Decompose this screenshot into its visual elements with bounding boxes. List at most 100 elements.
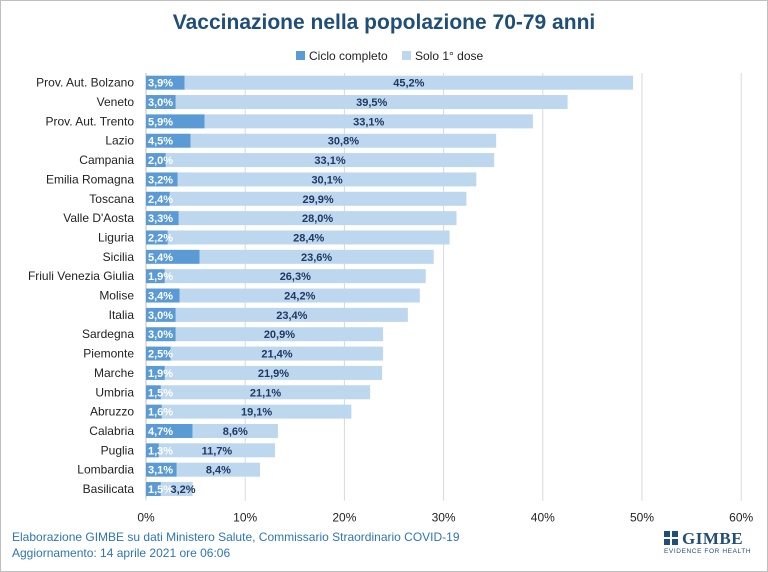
value-label-solo-prima-dose: 11,7% <box>202 445 233 457</box>
bar-solo-prima-dose <box>170 346 384 361</box>
category-label: Sardegna <box>82 327 134 341</box>
x-tick-label: 40% <box>531 511 555 525</box>
value-label-ciclo-completo: 3,4% <box>148 291 173 303</box>
value-label-ciclo-completo: 3,3% <box>148 213 173 225</box>
logo-name: GIMBE <box>682 529 744 548</box>
category-label: Liguria <box>98 230 134 244</box>
value-label-ciclo-completo: 3,1% <box>148 465 173 477</box>
bar-solo-prima-dose <box>184 75 634 90</box>
value-label-ciclo-completo: 3,0% <box>148 329 173 341</box>
bar-row-lombardia: Lombardia 3,1% 8,4% <box>77 462 261 477</box>
bar-ciclo-completo <box>146 482 161 497</box>
bar-solo-prima-dose <box>190 133 497 148</box>
value-label-ciclo-completo: 3,0% <box>148 310 173 322</box>
category-label: Lazio <box>105 134 134 148</box>
x-tick-label: 0% <box>137 511 155 525</box>
category-label: Umbria <box>95 385 134 399</box>
category-label: Marche <box>94 366 134 380</box>
category-label: Prov. Aut. Bolzano <box>36 76 134 90</box>
bar-row-lazio: Lazio 4,5% 30,8% <box>105 133 497 148</box>
value-label-solo-prima-dose: 39,5% <box>356 97 387 109</box>
value-label-ciclo-completo: 2,5% <box>148 349 173 361</box>
bar-row-liguria: Liguria 2,2% 28,4% <box>98 230 450 245</box>
bar-solo-prima-dose <box>178 211 457 226</box>
x-tick-label: 20% <box>332 511 356 525</box>
bar-row-veneto: Veneto 3,0% 39,5% <box>97 95 568 110</box>
value-label-solo-prima-dose: 19,1% <box>241 407 272 419</box>
value-label-ciclo-completo: 4,5% <box>148 136 173 148</box>
value-label-ciclo-completo: 3,0% <box>148 97 173 109</box>
value-label-solo-prima-dose: 28,4% <box>293 232 324 244</box>
bar-ciclo-completo <box>146 75 185 90</box>
category-label: Valle D'Aosta <box>63 211 134 225</box>
bar-solo-prima-dose <box>204 114 533 129</box>
bar-solo-prima-dose <box>161 404 352 419</box>
bar-row-italia: Italia 3,0% 23,4% <box>109 307 408 322</box>
category-label: Veneto <box>97 95 135 109</box>
bar-solo-prima-dose <box>164 269 426 284</box>
bar-row-valle-d-aosta: Valle D'Aosta 3,3% 28,0% <box>63 211 457 226</box>
bar-ciclo-completo <box>146 153 166 168</box>
bar-ciclo-completo <box>146 365 165 380</box>
value-label-solo-prima-dose: 20,9% <box>264 329 295 341</box>
x-tick-label: 60% <box>729 511 753 525</box>
bar-solo-prima-dose <box>176 462 261 477</box>
bar-row-prov-aut-trento: Prov. Aut. Trento 5,9% 33,1% <box>46 114 533 129</box>
bar-ciclo-completo <box>146 133 191 148</box>
bar-row-puglia: Puglia 1,3% 11,7% <box>101 443 275 458</box>
source-note: Elaborazione GIMBE su dati Ministero Sal… <box>12 529 460 561</box>
value-label-solo-prima-dose: 29,9% <box>303 194 334 206</box>
value-label-solo-prima-dose: 30,1% <box>311 174 342 186</box>
bar-solo-prima-dose <box>177 172 477 187</box>
bar-ciclo-completo <box>146 346 171 361</box>
legend-swatch-solo-prima-dose <box>402 51 411 60</box>
value-label-solo-prima-dose: 24,2% <box>284 291 315 303</box>
x-tick-label: 10% <box>233 511 257 525</box>
bar-solo-prima-dose <box>164 365 383 380</box>
bar-row-marche: Marche 1,9% 21,9% <box>94 365 383 380</box>
value-label-solo-prima-dose: 33,1% <box>353 116 384 128</box>
x-tick-label: 50% <box>630 511 654 525</box>
value-label-ciclo-completo: 1,6% <box>148 407 173 419</box>
category-label: Puglia <box>101 443 135 457</box>
bar-solo-prima-dose <box>175 327 384 342</box>
value-label-ciclo-completo: 1,5% <box>148 484 173 496</box>
value-label-solo-prima-dose: 45,2% <box>393 78 424 90</box>
category-label: Abruzzo <box>90 405 134 419</box>
bar-solo-prima-dose <box>167 230 450 245</box>
bar-solo-prima-dose <box>175 95 568 110</box>
bar-ciclo-completo <box>146 385 161 400</box>
category-label: Basilicata <box>83 482 135 496</box>
value-label-ciclo-completo: 2,4% <box>148 194 173 206</box>
bar-row-sicilia: Sicilia 5,4% 23,6% <box>103 249 434 264</box>
source-line: Elaborazione GIMBE su dati Ministero Sal… <box>12 530 460 544</box>
bar-solo-prima-dose <box>179 288 420 303</box>
bar-ciclo-completo <box>146 404 162 419</box>
value-label-solo-prima-dose: 8,4% <box>206 465 231 477</box>
bar-row-friuli-venezia-giulia: Friuli Venezia Giulia 1,9% 26,3% <box>28 269 426 284</box>
bar-solo-prima-dose <box>158 443 275 458</box>
bar-row-piemonte: Piemonte 2,5% 21,4% <box>83 346 384 361</box>
bar-row-calabria: Calabria 4,7% 8,6% <box>89 423 278 438</box>
bar-row-basilicata: Basilicata 1,5%3,2% <box>83 482 196 497</box>
value-label-solo-prima-dose: 21,1% <box>250 387 281 399</box>
bar-solo-prima-dose <box>199 249 434 264</box>
bar-ciclo-completo <box>146 114 205 129</box>
value-label-solo-prima-dose: 21,4% <box>261 349 292 361</box>
bar-row-emilia-romagna: Emilia Romagna 3,2% 30,1% <box>46 172 477 187</box>
category-label: Calabria <box>89 424 134 438</box>
bar-solo-prima-dose <box>169 191 467 206</box>
bar-solo-prima-dose <box>160 385 371 400</box>
value-label-ciclo-completo: 3,9% <box>148 78 173 90</box>
x-tick-label: 30% <box>432 511 456 525</box>
bar-ciclo-completo <box>146 443 159 458</box>
bar-ciclo-completo <box>146 230 168 245</box>
value-label-solo-prima-dose: 30,8% <box>328 136 359 148</box>
bars: Prov. Aut. Bolzano 3,9% 45,2% Veneto 3,0% 39,… <box>28 75 634 497</box>
bar-solo-prima-dose <box>192 423 278 438</box>
category-label: Piemonte <box>83 347 134 361</box>
value-label-ciclo-completo: 1,9% <box>148 271 173 283</box>
value-label-ciclo-completo: 5,4% <box>148 252 173 264</box>
bar-ciclo-completo <box>146 95 176 110</box>
